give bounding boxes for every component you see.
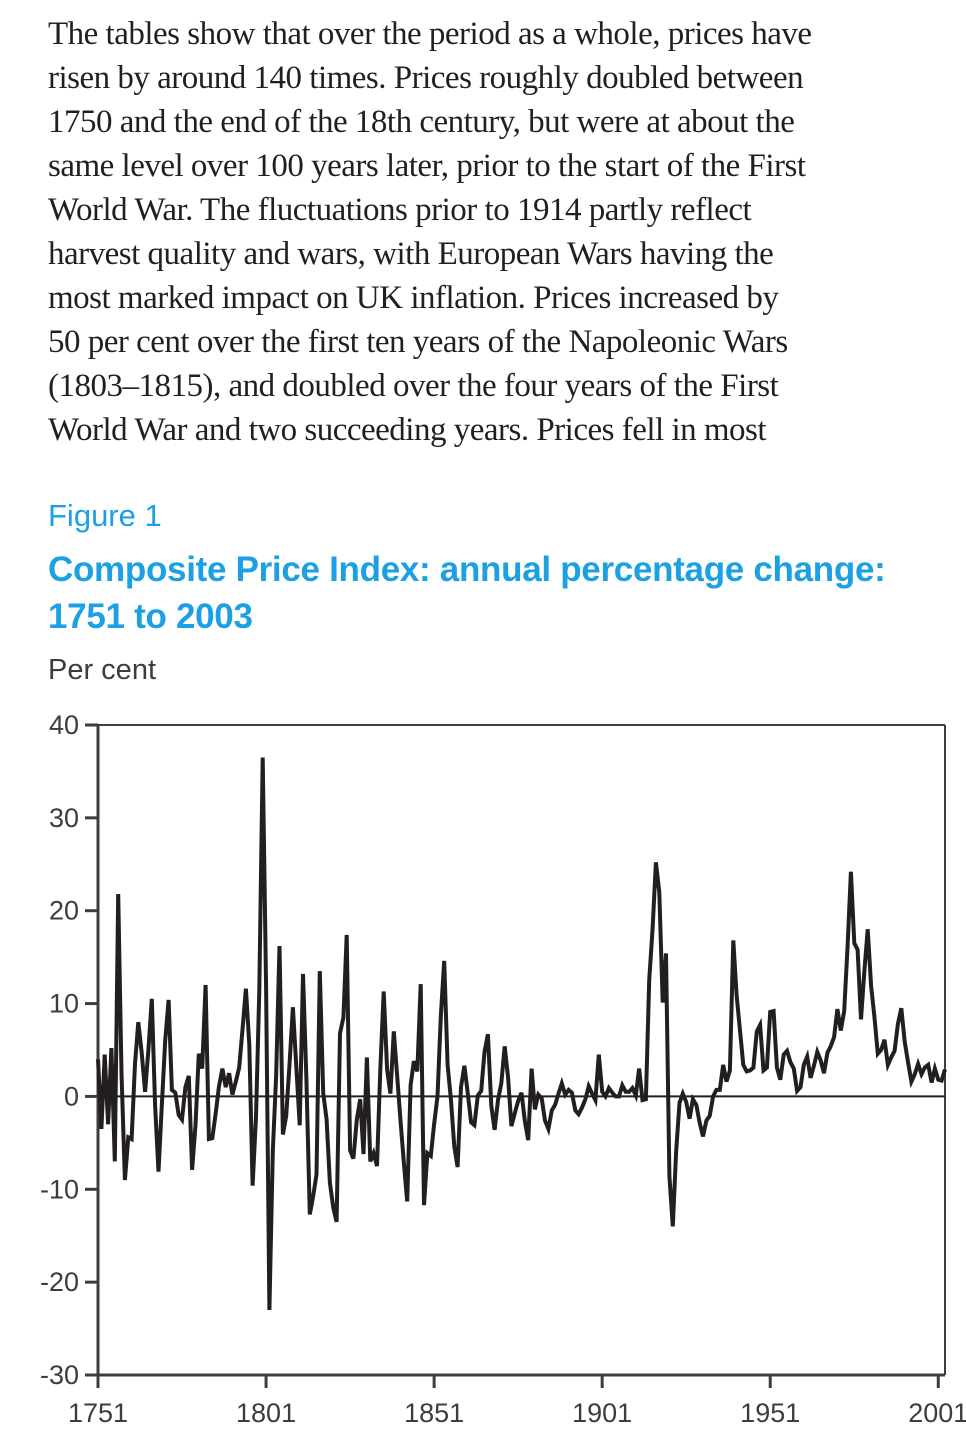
y-axis-unit-label: Per cent: [48, 654, 156, 686]
body-paragraph: The tables show that over the period as …: [48, 12, 948, 452]
figure-title-line1: Composite Price Index: annual percentage…: [48, 550, 886, 589]
paragraph-line: most marked impact on UK inflation. Pric…: [48, 280, 779, 316]
paragraph-line: World War. The fluctuations prior to 191…: [48, 192, 752, 228]
figure-title-line2: 1751 to 2003: [48, 597, 253, 636]
x-tick-label: 1751: [68, 1398, 128, 1428]
x-tick-label: 1851: [404, 1398, 464, 1428]
paragraph-line: 50 per cent over the first ten years of …: [48, 324, 788, 360]
y-tick-label: 10: [49, 989, 79, 1019]
figure-chart-svg: 40 30 20 10 0 -10 -20 -30 1751 1801 1851 1901 1951 20…: [40, 710, 966, 1428]
y-tick-label: 40: [49, 710, 79, 740]
paragraph-line: harvest quality and wars, with European …: [48, 236, 774, 272]
price-series-line: [96, 757, 947, 1311]
x-tick-label: 2001: [908, 1398, 966, 1428]
y-tick-label: -10: [40, 1174, 79, 1204]
x-tick-label: 1901: [572, 1398, 632, 1428]
paragraph-line: (1803–1815), and doubled over the four y…: [48, 368, 779, 404]
y-tick-label: -30: [40, 1360, 79, 1390]
figure-title: Composite Price Index: annual percentage…: [48, 546, 886, 640]
y-tick-label: 20: [49, 896, 79, 926]
y-tick-label: -20: [40, 1267, 79, 1297]
paragraph-line: World War and two succeeding years. Pric…: [48, 412, 767, 448]
x-tick-label: 1801: [236, 1398, 296, 1428]
paragraph-line: risen by around 140 times. Prices roughl…: [48, 60, 804, 96]
paragraph-line: 1750 and the end of the 18th century, bu…: [48, 104, 795, 140]
paragraph-line: same level over 100 years later, prior t…: [48, 148, 806, 184]
figure-label: Figure 1: [48, 498, 162, 533]
x-tick-label: 1951: [740, 1398, 800, 1428]
paragraph-line: The tables show that over the period as …: [48, 16, 812, 52]
y-tick-label: 0: [64, 1081, 79, 1111]
y-tick-label: 30: [49, 803, 79, 833]
